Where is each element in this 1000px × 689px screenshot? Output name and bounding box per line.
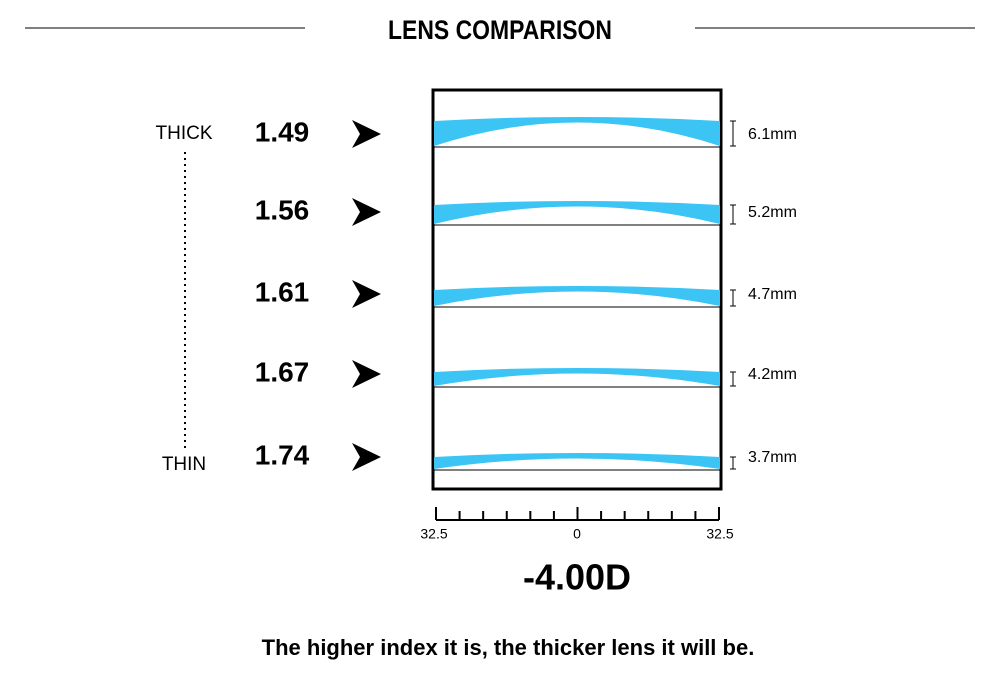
footer-note: The higher index it is, the thicker lens… (262, 635, 755, 660)
arrow (352, 198, 381, 226)
thin-label: THIN (162, 454, 206, 475)
dimension-mark (730, 289, 736, 307)
arrow (352, 443, 381, 471)
arrow (352, 360, 381, 388)
arrow (352, 120, 381, 148)
dimension-mark (730, 371, 736, 387)
dimension-mark (730, 204, 736, 225)
lens-index: 1.49 (255, 116, 310, 147)
arrow (352, 280, 381, 308)
ruler-label: 32.5 (420, 526, 447, 542)
thickness-label: 5.2mm (748, 204, 797, 221)
title: LENS COMPARISON (388, 15, 612, 45)
thickness-label: 3.7mm (748, 449, 797, 466)
lens (434, 368, 720, 386)
lens (434, 117, 720, 146)
ruler-label: 32.5 (706, 526, 733, 542)
lens-index: 1.61 (255, 276, 310, 307)
lens-index: 1.56 (255, 194, 310, 225)
lens (434, 286, 720, 306)
lens-frame (431, 88, 723, 491)
dimension-mark (730, 456, 736, 470)
lens-index: 1.67 (255, 356, 310, 387)
dimension-mark (730, 120, 736, 147)
lens-index: 1.74 (255, 439, 310, 470)
thickness-label: 4.7mm (748, 286, 797, 303)
thick-label: THICK (156, 123, 213, 144)
lens (434, 201, 720, 224)
lens (434, 453, 720, 469)
ruler-label: 0 (573, 526, 581, 542)
lens-power: -4.00D (523, 557, 631, 598)
thickness-label: 4.2mm (748, 366, 797, 383)
thickness-label: 6.1mm (748, 126, 797, 143)
